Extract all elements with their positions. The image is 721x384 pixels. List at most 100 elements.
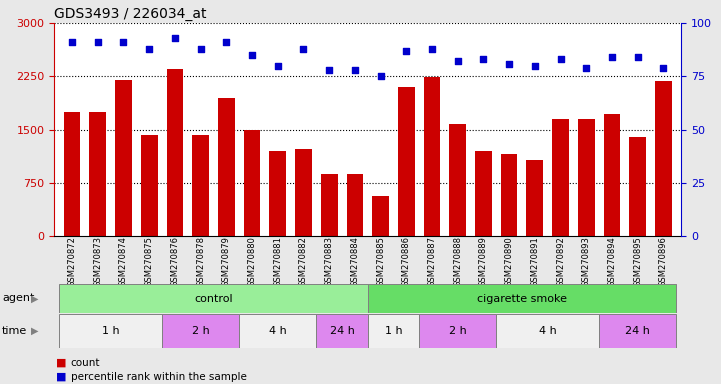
Point (375, 73, 386, 79)
Bar (475, 151, 492, 236)
Bar (63, 112, 81, 236)
Bar (501, 154, 518, 236)
Bar (368, 314, 419, 348)
Text: GSM270890: GSM270890 (505, 236, 513, 287)
Text: GSM270873: GSM270873 (93, 236, 102, 287)
Text: GSM270891: GSM270891 (531, 236, 539, 287)
Text: GSM270885: GSM270885 (376, 236, 385, 287)
Text: GSM270883: GSM270883 (324, 236, 334, 287)
Text: 24 h: 24 h (329, 326, 355, 336)
Bar (115, 80, 132, 236)
Text: 4 h: 4 h (539, 326, 557, 336)
Text: ■: ■ (56, 358, 67, 368)
Text: GSM270895: GSM270895 (633, 236, 642, 287)
Bar (59, 284, 368, 313)
Point (221, 39, 232, 45)
Point (169, 35, 181, 41)
Point (554, 56, 566, 62)
Bar (244, 130, 260, 236)
Text: GSM270882: GSM270882 (299, 236, 308, 287)
Bar (270, 151, 286, 236)
Bar (89, 112, 106, 236)
Point (452, 58, 464, 65)
Text: GSM270886: GSM270886 (402, 236, 411, 287)
Text: 2 h: 2 h (192, 326, 210, 336)
Point (118, 39, 129, 45)
Point (247, 52, 258, 58)
Text: 1 h: 1 h (384, 326, 402, 336)
Point (298, 46, 309, 52)
Bar (372, 196, 389, 236)
Point (324, 67, 335, 73)
Bar (218, 98, 234, 236)
Bar (59, 314, 162, 348)
Point (349, 67, 360, 73)
Text: ■: ■ (56, 372, 67, 382)
Point (580, 65, 592, 71)
Text: GSM270876: GSM270876 (170, 236, 180, 287)
Text: count: count (71, 358, 100, 368)
Bar (424, 77, 441, 236)
Text: percentile rank within the sample: percentile rank within the sample (71, 372, 247, 382)
Point (658, 65, 669, 71)
Point (92, 39, 104, 45)
Text: agent: agent (2, 293, 35, 303)
Bar (655, 81, 672, 236)
Text: 24 h: 24 h (625, 326, 650, 336)
Bar (398, 87, 415, 236)
Text: ▶: ▶ (31, 326, 38, 336)
Text: GSM270888: GSM270888 (454, 236, 462, 287)
Text: GSM270878: GSM270878 (196, 236, 205, 287)
Point (143, 46, 155, 52)
Bar (496, 314, 599, 348)
Text: GSM270875: GSM270875 (145, 236, 154, 287)
Bar (419, 314, 496, 348)
Point (529, 63, 541, 69)
Bar (141, 134, 158, 236)
Point (503, 60, 515, 66)
Text: GSM270872: GSM270872 (68, 236, 76, 287)
Text: GSM270889: GSM270889 (479, 236, 488, 287)
Text: GSM270879: GSM270879 (222, 236, 231, 287)
Point (477, 56, 489, 62)
Bar (629, 137, 646, 236)
Bar (603, 114, 620, 236)
Text: GSM270894: GSM270894 (607, 236, 616, 287)
Text: GSM270892: GSM270892 (556, 236, 565, 287)
Bar (599, 314, 676, 348)
Point (195, 46, 206, 52)
Point (400, 48, 412, 54)
Bar (368, 284, 676, 313)
Bar (347, 174, 363, 236)
Bar (317, 314, 368, 348)
Bar (449, 124, 466, 236)
Bar (193, 134, 209, 236)
Bar (162, 314, 239, 348)
Bar (295, 149, 311, 236)
Point (272, 63, 283, 69)
Text: 4 h: 4 h (269, 326, 287, 336)
Bar (167, 69, 183, 236)
Text: GSM270896: GSM270896 (659, 236, 668, 287)
Point (606, 54, 618, 60)
Text: GDS3493 / 226034_at: GDS3493 / 226034_at (54, 7, 207, 21)
Point (632, 54, 643, 60)
Text: GSM270874: GSM270874 (119, 236, 128, 287)
Point (66, 39, 78, 45)
Bar (526, 160, 543, 236)
Text: GSM270887: GSM270887 (428, 236, 436, 287)
Text: ▶: ▶ (31, 293, 38, 303)
Text: GSM270893: GSM270893 (582, 236, 590, 287)
Text: GSM270884: GSM270884 (350, 236, 359, 287)
Bar (321, 174, 337, 236)
Point (426, 46, 438, 52)
Text: GSM270880: GSM270880 (247, 236, 257, 287)
Text: time: time (2, 326, 27, 336)
Text: GSM270881: GSM270881 (273, 236, 282, 287)
Text: 2 h: 2 h (448, 326, 466, 336)
Text: 1 h: 1 h (102, 326, 120, 336)
Bar (552, 119, 569, 236)
Text: control: control (194, 293, 233, 304)
Text: cigarette smoke: cigarette smoke (477, 293, 567, 304)
Bar (239, 314, 317, 348)
